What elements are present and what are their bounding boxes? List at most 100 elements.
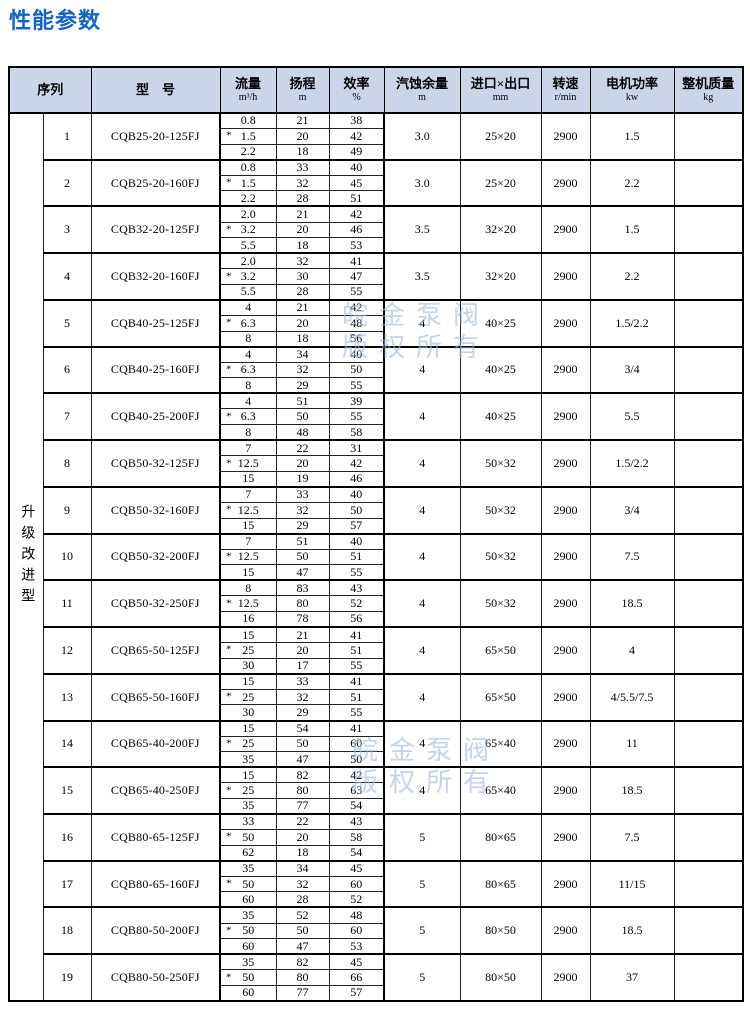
speed-cell: 2900 (540, 158, 591, 208)
flow-cell: * 25 (219, 642, 277, 659)
head-cell: 21 (275, 298, 330, 317)
flow-value: 1.5 (240, 175, 256, 190)
table-row: 10 CQB50-32-200FJ 7 51 40 4 50×32 2900 7.5 (9, 532, 744, 582)
weight-cell (673, 205, 744, 255)
efficiency-cell: 41 (328, 672, 386, 690)
efficiency-cell: 63 (328, 782, 386, 799)
serial-cell: 12 (42, 626, 92, 675)
table-row: 4 CQB32-20-160FJ 2.0 32 41 3.5 32×20 2900 2.2 (9, 252, 744, 301)
header-flow-unit: m³/h (238, 92, 258, 104)
table-row: 8 48 58 (9, 424, 743, 441)
efficiency-cell: 50 (328, 501, 386, 519)
head-cell: 18 (275, 237, 330, 254)
table-row: 19 CQB80-50-250FJ 35 82 45 5 80×50 2900 37 (9, 953, 744, 1002)
weight-cell (673, 813, 744, 862)
flow-cell: 62 (219, 844, 277, 862)
efficiency-cell: 55 (328, 283, 386, 301)
header-efficiency: 效率 % (328, 66, 385, 114)
rated-point-marker: * (226, 316, 232, 329)
flow-cell: 60 (219, 938, 277, 955)
rated-point-marker: * (226, 223, 232, 236)
header-power: 电机功率 kw (589, 66, 675, 114)
table-row: 升级改进型 1 CQB25-20-125FJ 0.8 21 38 3.0 25×20 2900 1… (8, 112, 744, 1002)
flow-cell: * 25 (219, 735, 277, 753)
speed-cell: 2900 (540, 532, 591, 582)
header-efficiency-label: 效率 (343, 75, 370, 91)
npsh-cell: 3.5 (383, 252, 461, 301)
flow-cell: * 50 (219, 875, 277, 893)
flow-value: 50 (242, 923, 255, 938)
table-row: 6 CQB40-25-160FJ 4 34 40 4 40×25 2900 3/4 (9, 345, 744, 395)
header-model-label: 型 号 (136, 81, 176, 97)
serial-cell: 11 (42, 579, 92, 629)
efficiency-cell: 50 (328, 751, 386, 768)
efficiency-cell: 55 (328, 564, 386, 581)
efficiency-cell: 48 (328, 906, 386, 924)
serial-cell: 1 (42, 112, 92, 161)
flow-value: 3.2 (240, 222, 256, 237)
head-cell: 80 (275, 969, 330, 986)
flow-cell: * 25 (219, 688, 277, 706)
weight-cell (673, 392, 744, 442)
speed-cell: 2900 (540, 626, 591, 675)
flow-value: 25 (242, 689, 255, 704)
weight-cell (673, 672, 744, 722)
ports-cell: 32×20 (459, 205, 542, 255)
ports-cell: 25×20 (459, 158, 542, 208)
serial-cell: 9 (42, 485, 92, 535)
flow-value: 50 (242, 876, 255, 891)
serial-cell: 14 (42, 719, 92, 769)
speed-cell: 2900 (540, 953, 591, 1002)
head-cell: 20 (275, 455, 330, 472)
flow-value: 12.5 (237, 455, 259, 470)
efficiency-cell: 60 (328, 735, 386, 753)
head-cell: 50 (275, 408, 330, 426)
table-row: 2 CQB25-20-160FJ 0.8 33 40 3.0 25×20 2900 2.2 (9, 158, 744, 208)
flow-cell: * 50 (219, 922, 277, 940)
flow-cell: 15 (219, 719, 277, 737)
head-cell: 34 (275, 345, 330, 363)
speed-cell: 2900 (540, 579, 591, 629)
flow-cell: 15 (219, 766, 277, 784)
header-weight-label: 整机质量 (682, 75, 735, 91)
head-cell: 47 (275, 564, 330, 581)
flow-value: 25 (242, 642, 255, 657)
model-cell: CQB80-50-200FJ (90, 906, 221, 956)
ports-cell: 25×20 (459, 112, 542, 161)
flow-cell: 2.0 (219, 205, 277, 223)
table-row: 9 CQB50-32-160FJ 7 33 40 4 50×32 2900 3/4 (9, 485, 744, 535)
flow-value: 50 (242, 829, 255, 844)
head-cell: 22 (275, 439, 330, 457)
speed-cell: 2900 (540, 392, 591, 442)
flow-cell: * 1.5 (219, 174, 277, 192)
table-row: * 1.5 20 42 (9, 128, 743, 145)
table-body: 升级改进型 1 CQB25-20-125FJ 0.8 21 38 3.0 25×20 2900 1… (8, 112, 744, 1002)
table-row: 16 78 56 (9, 611, 743, 628)
ports-cell: 50×32 (459, 485, 542, 535)
efficiency-cell: 42 (328, 455, 386, 472)
speed-cell: 2900 (540, 485, 591, 535)
serial-cell: 15 (42, 766, 92, 816)
efficiency-cell: 57 (328, 517, 386, 535)
efficiency-cell: 55 (328, 657, 386, 675)
power-cell: 1.5/2.2 (589, 439, 675, 488)
flow-cell: 60 (219, 891, 277, 908)
header-npsh: 汽蚀余量 m (383, 66, 461, 114)
flow-value: 25 (242, 783, 255, 798)
serial-cell: 10 (42, 532, 92, 582)
header-head-label: 扬程 (289, 75, 316, 91)
rated-point-marker: * (226, 597, 232, 610)
header-head: 扬程 m (275, 66, 330, 114)
efficiency-cell: 46 (328, 221, 386, 239)
efficiency-cell: 46 (328, 470, 386, 488)
head-cell: 28 (275, 891, 330, 908)
power-cell: 18.5 (589, 906, 675, 956)
ports-cell: 65×40 (459, 719, 542, 769)
flow-cell: 7 (219, 439, 277, 457)
rated-point-marker: * (226, 690, 232, 703)
head-cell: 83 (275, 579, 330, 597)
header-model: 型 号 (90, 66, 221, 114)
head-cell: 32 (275, 361, 330, 379)
table-row: * 50 50 60 (9, 922, 743, 940)
efficiency-cell: 41 (328, 626, 386, 644)
